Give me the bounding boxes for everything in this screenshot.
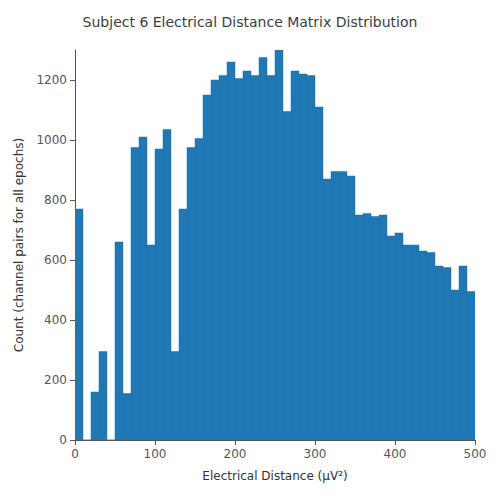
svg-text:800: 800 xyxy=(44,193,67,207)
svg-text:200: 200 xyxy=(44,373,67,387)
svg-text:600: 600 xyxy=(44,253,67,267)
svg-text:100: 100 xyxy=(144,447,167,461)
svg-text:Count (channel pairs for all e: Count (channel pairs for all epochs) xyxy=(12,138,26,352)
svg-text:1000: 1000 xyxy=(36,133,67,147)
svg-text:400: 400 xyxy=(44,313,67,327)
svg-text:0: 0 xyxy=(59,433,67,447)
svg-text:500: 500 xyxy=(464,447,487,461)
svg-text:0: 0 xyxy=(71,447,79,461)
svg-text:400: 400 xyxy=(384,447,407,461)
svg-text:1200: 1200 xyxy=(36,73,67,87)
svg-text:Electrical Distance (μV²): Electrical Distance (μV²) xyxy=(202,469,347,483)
svg-text:Subject 6 Electrical Distance: Subject 6 Electrical Distance Matrix Dis… xyxy=(83,14,418,30)
svg-text:200: 200 xyxy=(224,447,247,461)
svg-text:300: 300 xyxy=(304,447,327,461)
